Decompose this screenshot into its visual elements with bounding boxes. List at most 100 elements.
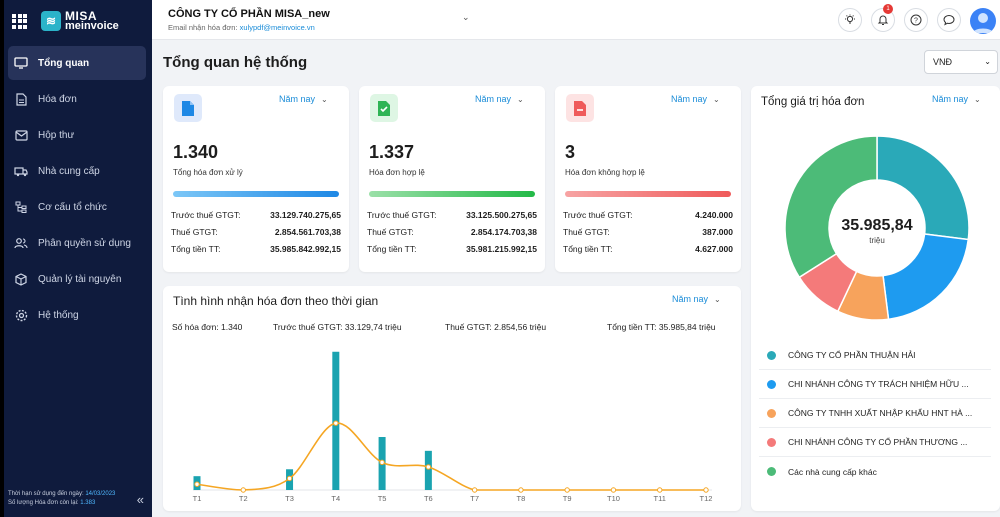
expiry-date: 14/03/2023 <box>85 491 116 497</box>
stat-value: 3 <box>565 142 576 162</box>
stat-rows: Trước thuế GTGT: 33.125.500.275,65 Thuế G… <box>367 210 537 261</box>
box-icon <box>14 272 28 286</box>
currency-select[interactable]: VNĐ ⌄ <box>924 50 998 74</box>
period-filter[interactable]: Năm nay ⌄ <box>672 294 721 304</box>
trend-line <box>196 422 706 491</box>
row-key: Thuế GTGT: <box>171 227 218 237</box>
header-actions: 1 ? <box>838 4 996 34</box>
donut-legend: CÔNG TY CỔ PHẦN THUẬN HẢI CHI NHÁNH CÔNG… <box>759 341 991 486</box>
stat-row: Trước thuế GTGT: 33.125.500.275,65 <box>367 210 537 227</box>
top-header: CÔNG TY CỔ PHẦN MISA_new Email nhận hóa … <box>152 0 1000 40</box>
line-point-T4[interactable] <box>333 420 339 426</box>
legend-item[interactable]: CÔNG TY CỔ PHẦN THUẬN HẢI <box>759 341 991 370</box>
stat-label: Hóa đơn không hợp lệ <box>565 168 645 177</box>
stat-label: Tổng hóa đơn xử lý <box>173 168 243 177</box>
bar-T6[interactable] <box>424 450 432 490</box>
stat-rows: Trước thuế GTGT: 33.129.740.275,65 Thuế G… <box>171 210 341 261</box>
sidebar-item-permissions[interactable]: Phân quyền sử dụng <box>8 226 146 260</box>
legend-item[interactable]: Các nhà cung cấp khác <box>759 457 991 486</box>
line-point-T7[interactable] <box>471 487 478 493</box>
row-value: 35.985.842.992,15 <box>270 244 341 254</box>
sidebar-item-system[interactable]: Hệ thống <box>8 298 146 332</box>
legend-dot <box>767 437 776 447</box>
chevron-down-icon[interactable]: ⌄ <box>462 12 470 22</box>
legend-item[interactable]: CÔNG TY TNHH XUẤT NHẬP KHẨU HNT HÀ ... <box>759 399 991 428</box>
legend-label: Các nhà cung cấp khác <box>788 466 877 477</box>
remaining-label: Số lượng Hóa đơn còn lại: <box>8 500 81 506</box>
donut-center-unit: triệu <box>869 236 885 245</box>
x-tick-label: T7 <box>470 494 479 503</box>
legend-item[interactable]: CHI NHÁNH CÔNG TY CỔ PHẦN THƯƠNG ... <box>759 428 991 457</box>
sidebar-item-overview[interactable]: Tổng quan <box>8 46 146 80</box>
period-filter[interactable]: Năm nay ⌄ <box>475 94 524 104</box>
period-filter[interactable]: Năm nay ⌄ <box>671 94 720 104</box>
line-point-T11[interactable] <box>657 487 663 493</box>
row-value: 387.000 <box>702 227 733 237</box>
help-icon: ? <box>910 14 922 26</box>
line-point-T2[interactable] <box>240 487 246 493</box>
period-label: Năm nay <box>279 94 316 104</box>
chat-button[interactable] <box>937 8 961 32</box>
sidebar-item-organization[interactable]: Cơ cấu tổ chức <box>8 190 146 224</box>
x-tick-label: T8 <box>517 494 526 503</box>
period-label: Năm nay <box>671 94 708 104</box>
stat-row: Thuế GTGT: 2.854.561.703,38 <box>171 227 341 244</box>
truck-icon <box>14 164 28 178</box>
line-point-T9[interactable] <box>564 487 570 493</box>
company-selector[interactable]: CÔNG TY CỔ PHẦN MISA_new Email nhận hóa … <box>168 8 330 32</box>
line-point-T3[interactable] <box>286 475 293 482</box>
line-point-T5[interactable] <box>379 459 385 466</box>
collapse-sidebar-icon[interactable]: « <box>136 492 144 507</box>
legend-item[interactable]: CHI NHÁNH CÔNG TY TRÁCH NHIỆM HỮU ... <box>759 370 991 399</box>
document-icon <box>14 92 28 106</box>
x-tick-label: T4 <box>331 494 340 503</box>
help-button[interactable]: ? <box>904 8 928 32</box>
row-value: 2.854.174.703,38 <box>470 227 537 237</box>
email-label: Email nhận hóa đơn: <box>168 23 240 32</box>
row-value: 2.854.561.703,38 <box>274 227 341 237</box>
sidebar-item-suppliers[interactable]: Nhà cung cấp <box>8 154 146 188</box>
stat-card-valid: Năm nay ⌄ 1.337 Hóa đơn hợp lệ Trước thuế… <box>359 86 545 272</box>
stat-bar <box>173 191 339 197</box>
donut-center-value: 35.985,84 <box>841 217 912 234</box>
period-filter[interactable]: Năm nay ⌄ <box>932 94 981 104</box>
chevron-down-icon: ⌄ <box>984 57 991 66</box>
email-value: xulypdf@meinvoice.vn <box>239 23 315 32</box>
app-grid-icon[interactable] <box>12 13 27 29</box>
sidebar-item-label: Quản lý tài nguyên <box>38 273 122 285</box>
sidebar-item-invoices[interactable]: Hóa đơn <box>8 82 146 116</box>
line-point-T6[interactable] <box>425 464 432 470</box>
row-value: 35.981.215.992,15 <box>466 244 537 254</box>
monitor-icon <box>14 56 28 70</box>
user-avatar[interactable] <box>970 8 996 34</box>
row-key: Tổng tiền TT: <box>171 244 221 254</box>
logo: MISA meinvoice <box>65 10 119 32</box>
stat-row: Tổng tiền TT: 4.627.000 <box>563 244 733 261</box>
legend-dot <box>767 350 776 360</box>
period-filter[interactable]: Năm nay ⌄ <box>279 94 328 104</box>
sidebar-item-resources[interactable]: Quản lý tài nguyên <box>8 262 146 296</box>
x-tick-label: T11 <box>654 494 666 503</box>
line-point-T12[interactable] <box>703 487 709 493</box>
brand-bar: ≋ MISA meinvoice <box>4 0 152 42</box>
sidebar-item-label: Nhà cung cấp <box>38 165 100 177</box>
expiry-label: Thời hạn sử dụng đến ngày: <box>8 491 86 497</box>
legend-label: CHI NHÁNH CÔNG TY CỔ PHẦN THƯƠNG ... <box>788 437 968 447</box>
line-point-T10[interactable] <box>610 487 617 493</box>
lightbulb-button[interactable] <box>838 8 862 32</box>
sidebar-item-mailbox[interactable]: Hộp thư <box>8 118 146 152</box>
gear-icon <box>14 308 28 322</box>
remaining-count: 1.383 <box>80 500 96 506</box>
sidebar-item-label: Hệ thống <box>38 309 79 321</box>
stat-row: Tổng tiền TT: 35.981.215.992,15 <box>367 244 537 261</box>
legend-dot <box>767 379 776 389</box>
stat-value: 1.337 <box>369 142 415 162</box>
sidebar-item-label: Hộp thư <box>38 129 75 141</box>
trend-chart: T1 T2 T3 T4 T5 T6 T7 T8 T9 T10 T11 T12 <box>193 351 712 503</box>
line-point-T1[interactable] <box>194 481 200 487</box>
notification-button[interactable]: 1 <box>871 4 895 32</box>
users-icon <box>14 236 28 250</box>
row-key: Trước thuế GTGT: <box>171 210 241 220</box>
document-icon <box>174 94 202 122</box>
line-point-T8[interactable] <box>518 487 524 493</box>
